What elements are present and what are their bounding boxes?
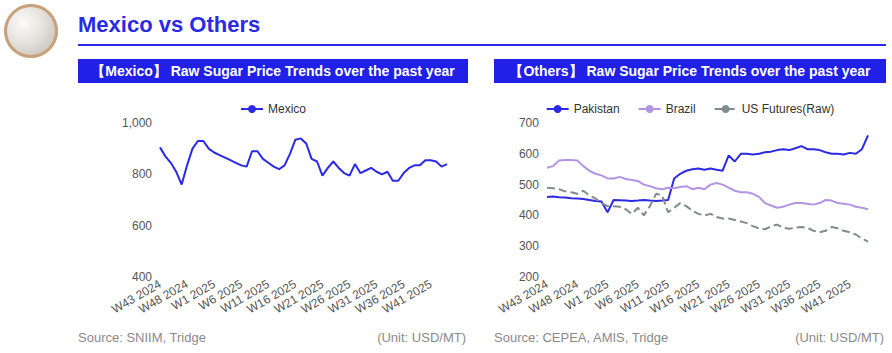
svg-text:W1 2025: W1 2025 bbox=[169, 276, 218, 313]
svg-text:US Futures(Raw): US Futures(Raw) bbox=[742, 102, 835, 116]
svg-text:W16 2025: W16 2025 bbox=[244, 276, 299, 317]
svg-text:W26 2025: W26 2025 bbox=[298, 276, 353, 317]
html-text:(Unit: USD/MT): (Unit: USD/MT) bbox=[377, 330, 466, 345]
svg-text:W31 2025: W31 2025 bbox=[325, 276, 381, 317]
svg-text:W48 2024: W48 2024 bbox=[136, 276, 191, 317]
html-text:【Mexico】 Raw Sugar Price Trend: 【Mexico】 Raw Sugar Price Trends over the… bbox=[91, 63, 455, 79]
svg-text:W43 2024: W43 2024 bbox=[109, 276, 164, 317]
svg-text:500: 500 bbox=[519, 178, 539, 192]
html-text:(Unit: USD/MT): (Unit: USD/MT) bbox=[795, 330, 884, 345]
svg-text:W1 2025: W1 2025 bbox=[562, 276, 611, 313]
svg-text:W48 2024: W48 2024 bbox=[526, 276, 581, 317]
svg-text:800: 800 bbox=[132, 167, 152, 181]
html-text:Source: CEPEA, AMIS, Tridge: Source: CEPEA, AMIS, Tridge bbox=[494, 330, 669, 345]
svg-text:W6 2025: W6 2025 bbox=[592, 276, 642, 313]
svg-text:W43 2024: W43 2024 bbox=[496, 276, 551, 317]
svg-text:Mexico: Mexico bbox=[268, 102, 306, 116]
svg-text:600: 600 bbox=[132, 219, 152, 233]
svg-text:W21 2025: W21 2025 bbox=[677, 276, 733, 317]
svg-text:400: 400 bbox=[132, 270, 152, 284]
svg-text:Pakistan: Pakistan bbox=[574, 102, 620, 116]
svg-text:W41 2025: W41 2025 bbox=[799, 277, 854, 317]
svg-text:400: 400 bbox=[519, 208, 539, 222]
svg-text:W21 2025: W21 2025 bbox=[271, 276, 326, 317]
svg-text:W36 2025: W36 2025 bbox=[768, 276, 823, 317]
svg-text:W11 2025: W11 2025 bbox=[218, 276, 272, 316]
svg-text:700: 700 bbox=[519, 116, 539, 130]
svg-text:200: 200 bbox=[518, 270, 539, 284]
svg-text:W36 2025: W36 2025 bbox=[352, 276, 408, 317]
svg-text:W31 2025: W31 2025 bbox=[738, 276, 793, 317]
html-text:Mexico vs Others: Mexico vs Others bbox=[78, 12, 261, 37]
svg-text:W16 2025: W16 2025 bbox=[647, 276, 702, 317]
svg-text:1,000: 1,000 bbox=[122, 116, 152, 130]
svg-text:Brazil: Brazil bbox=[666, 102, 696, 116]
svg-text:W26 2025: W26 2025 bbox=[708, 276, 763, 317]
svg-text:300: 300 bbox=[519, 239, 539, 253]
svg-text:W41 2025: W41 2025 bbox=[380, 277, 435, 317]
html-text:【Others】 Raw Sugar Price Trend: 【Others】 Raw Sugar Price Trends over the… bbox=[509, 63, 871, 79]
svg-text:W6 2025: W6 2025 bbox=[196, 276, 245, 313]
svg-text:600: 600 bbox=[519, 147, 539, 161]
svg-text:W11 2025: W11 2025 bbox=[618, 276, 672, 316]
html-text:Source: SNIIM, Tridge: Source: SNIIM, Tridge bbox=[78, 330, 206, 345]
